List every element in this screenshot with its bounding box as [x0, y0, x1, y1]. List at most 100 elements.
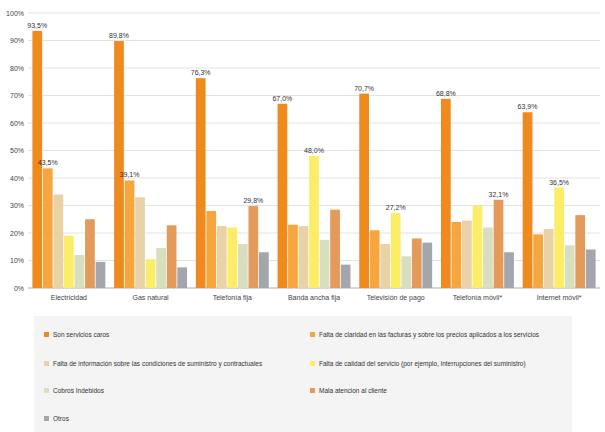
bar: [462, 221, 472, 288]
data-label: 76,3%: [191, 69, 211, 76]
bar: [299, 226, 309, 288]
y-tick-label: 30%: [10, 202, 24, 209]
x-tick-label: Gas natural: [132, 294, 169, 301]
legend-label: Otros: [53, 415, 70, 422]
legend-swatch: [310, 332, 315, 337]
bar: [504, 252, 514, 288]
data-label: 48,0%: [304, 147, 324, 154]
y-tick-label: 0%: [14, 285, 24, 292]
legend-box: [34, 316, 572, 432]
bar: [206, 211, 216, 288]
bar: [494, 200, 504, 288]
y-tick-label: 60%: [10, 120, 24, 127]
y-tick-label: 40%: [10, 175, 24, 182]
bar: [483, 228, 493, 289]
data-label: 29,8%: [243, 197, 263, 204]
grid-line: [28, 40, 600, 41]
bar: [320, 240, 330, 288]
bar: [217, 226, 227, 288]
x-tick-label: Banda ancha fija: [288, 294, 340, 302]
bar: [96, 262, 106, 288]
bar: [391, 213, 401, 288]
bar: [43, 168, 53, 288]
bar: [114, 41, 124, 288]
bar: [248, 206, 258, 288]
grid-line: [28, 123, 600, 124]
bar: [412, 239, 422, 289]
y-axis: 0%10%20%30%40%50%60%70%80%90%100%: [6, 10, 600, 292]
data-label: 93,5%: [27, 22, 47, 29]
bar: [85, 219, 95, 288]
data-label: 67,0%: [272, 95, 292, 102]
grid-line: [28, 95, 600, 96]
bar: [565, 245, 575, 288]
bar: [523, 112, 533, 288]
y-tick-label: 80%: [10, 65, 24, 72]
bar: [330, 210, 340, 288]
bar: [380, 244, 390, 288]
bar: [341, 265, 351, 288]
data-label: 68,8%: [436, 90, 456, 97]
bar: [196, 78, 206, 288]
grid-line: [28, 68, 600, 69]
legend-swatch: [44, 332, 49, 337]
bar: [288, 225, 298, 288]
bar: [586, 250, 596, 289]
bar: [75, 255, 85, 288]
legend-label: Cobros Indebidos: [53, 387, 105, 394]
data-label: 36,5%: [549, 179, 569, 186]
y-tick-label: 100%: [6, 10, 24, 17]
bar: [135, 197, 145, 288]
y-tick-label: 10%: [10, 257, 24, 264]
bar: [278, 104, 288, 288]
bar: [370, 230, 380, 288]
data-label: 43,5%: [38, 159, 58, 166]
x-tick-label: Telefonía móvil*: [453, 294, 503, 301]
bar: [575, 215, 585, 288]
x-tick-label: Telefonía fija: [213, 294, 252, 302]
bar: [309, 156, 319, 288]
data-label: 27,2%: [386, 204, 406, 211]
x-tick-label: Electricidad: [51, 294, 87, 301]
legend: Son servicios caros Falta de claridad en …: [34, 316, 572, 432]
grid-line: [28, 13, 600, 14]
bar: [533, 234, 543, 288]
bar: [259, 252, 269, 288]
legend-label: Falta de calidad del servicio (por ejemp…: [319, 360, 526, 368]
bar: [156, 248, 166, 288]
bar: [125, 180, 135, 288]
bar: [146, 259, 156, 288]
legend-swatch: [310, 361, 315, 366]
bar: [64, 236, 74, 288]
legend-swatch: [44, 416, 49, 421]
legend-label: Falta de claridad en las facturas y sobr…: [319, 331, 540, 339]
bar: [53, 195, 63, 289]
bar: [544, 229, 554, 288]
chart: 0%10%20%30%40%50%60%70%80%90%100%93,5%89…: [0, 0, 605, 432]
bar: [473, 206, 483, 289]
bar: [167, 225, 177, 288]
bar: [359, 94, 369, 288]
legend-swatch: [44, 361, 49, 366]
bar: [177, 267, 187, 288]
legend-label: Son servicios caros: [53, 331, 110, 338]
y-tick-label: 20%: [10, 230, 24, 237]
bars: [32, 31, 595, 288]
bar: [401, 256, 411, 288]
data-labels: 93,5% 89,8% 76,3% 67,0% 70,7% 68,8% 63,9% 43,5%…: [27, 22, 569, 211]
bar: [238, 244, 248, 288]
legend-swatch: [310, 388, 315, 393]
y-tick-label: 90%: [10, 37, 24, 44]
y-tick-label: 50%: [10, 147, 24, 154]
bar: [422, 243, 432, 288]
x-tick-label: Internet móvil*: [537, 294, 582, 301]
data-label: 63,9%: [518, 103, 538, 110]
data-label: 70,7%: [354, 85, 374, 92]
legend-label: Falta de información sobre las condicion…: [53, 360, 263, 368]
bar: [227, 228, 237, 289]
legend-swatch: [44, 388, 49, 393]
data-label: 89,8%: [109, 32, 129, 39]
data-label: 32,1%: [489, 191, 509, 198]
x-tick-label: Televisión de pago: [367, 294, 425, 302]
data-label: 39,1%: [120, 171, 140, 178]
